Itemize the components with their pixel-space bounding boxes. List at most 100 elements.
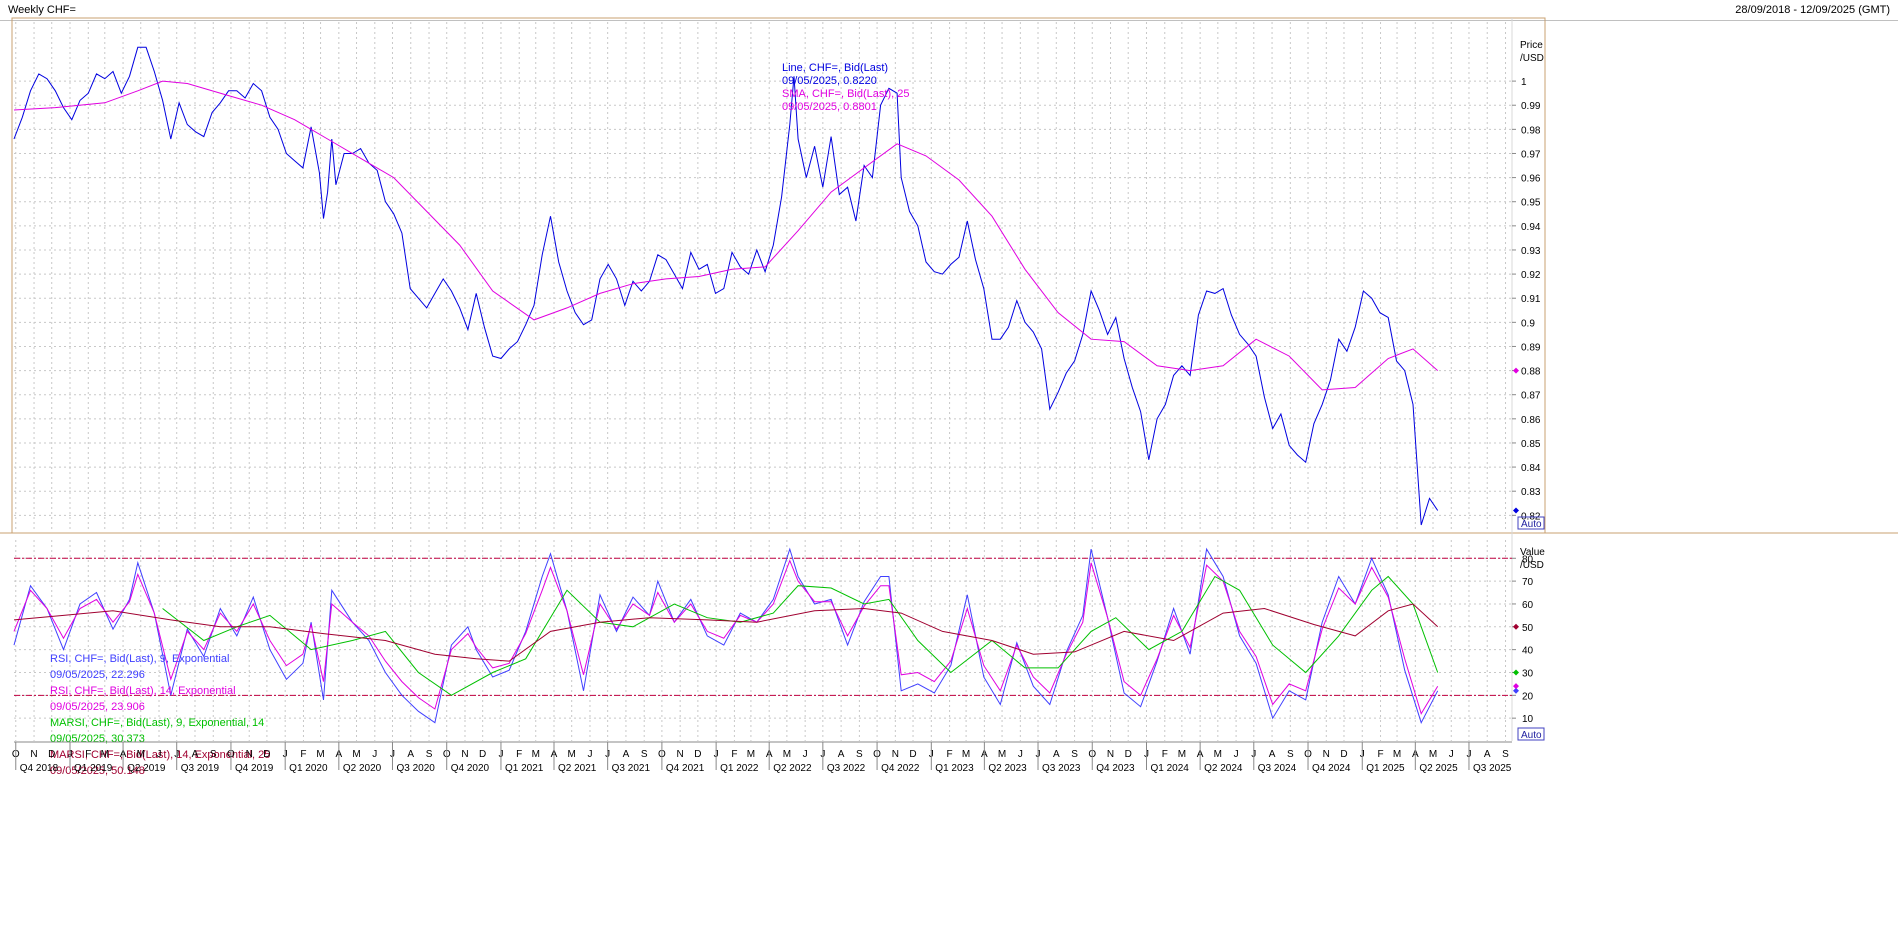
month-tick-label: J [157, 749, 162, 760]
quarter-label: Q2 2022 [773, 763, 812, 774]
rsi-tick-label: 10 [1522, 714, 1534, 725]
month-tick-label: M [1178, 749, 1186, 760]
rsi-tick-label: 60 [1522, 600, 1534, 611]
quarter-label: Q4 2023 [1096, 763, 1135, 774]
rsi-tick-label: 70 [1522, 577, 1534, 588]
month-tick-label: J [587, 749, 592, 760]
last-value-marker [1513, 669, 1519, 676]
rsi-legend-entry: RSI, CHF=, Bid(Last), 9, Exponential [50, 653, 229, 665]
month-tick-label: J [1018, 749, 1023, 760]
price-axis-unit: /USD [1520, 53, 1544, 64]
quarter-label: Q4 2024 [1312, 763, 1351, 774]
rsi-legend-entry: 09/05/2025, 23.906 [50, 701, 145, 713]
month-tick-label: J [372, 749, 377, 760]
price-tick-label: 0.85 [1521, 439, 1541, 450]
month-tick-label: S [426, 749, 433, 760]
price-tick-label: 0.9 [1521, 318, 1535, 329]
title-bar: Weekly CHF= 28/09/2018 - 12/09/2025 (GMT… [0, 0, 1898, 21]
rsi-tick-label: 30 [1522, 668, 1534, 679]
quarter-label: Q2 2024 [1204, 763, 1243, 774]
quarter-label: Q3 2021 [612, 763, 651, 774]
price-tick-label: 0.98 [1521, 125, 1541, 136]
rsi-axis-unit: /USD [1520, 560, 1544, 571]
month-tick-label: D [694, 749, 701, 760]
month-tick-label: M [783, 749, 791, 760]
month-tick-label: M [998, 749, 1006, 760]
quarter-label: Q2 2025 [1419, 763, 1458, 774]
rsi-legend-entry: MARSI, CHF=, Bid(Last), 9, Exponential, … [50, 717, 264, 729]
month-tick-label: F [85, 749, 91, 760]
quarter-label: Q3 2022 [827, 763, 866, 774]
month-tick-label: J [803, 749, 808, 760]
month-tick-label: M [962, 749, 970, 760]
month-tick-label: N [30, 749, 37, 760]
quarter-label: Q3 2024 [1258, 763, 1297, 774]
month-tick-label: S [856, 749, 863, 760]
month-tick-label: J [1234, 749, 1239, 760]
month-tick-label: S [1502, 749, 1509, 760]
quarter-label: Q1 2021 [505, 763, 544, 774]
rsi-legend-entry: 09/05/2025, 22.296 [50, 669, 145, 681]
month-tick-label: D [48, 749, 55, 760]
sma-line [13, 80, 1439, 391]
rsi-tick-label: 50 [1522, 623, 1534, 634]
month-tick-label: M [1214, 749, 1222, 760]
quarter-label: Q3 2020 [396, 763, 435, 774]
last-value-marker [1513, 367, 1519, 374]
quarter-label: Q1 2023 [935, 763, 974, 774]
month-tick-label: M [137, 749, 145, 760]
rsi-tick-label: 20 [1522, 691, 1534, 702]
month-tick-label: F [300, 749, 306, 760]
price-tick-label: 0.93 [1521, 246, 1541, 257]
price-tick-label: 0.84 [1521, 463, 1541, 474]
marsi9-line [162, 575, 1439, 696]
rsi-legend-entry: MARSI, CHF=, Bid(Last), 14, Exponential,… [50, 749, 270, 761]
rsi-tick-label: 40 [1522, 646, 1534, 657]
rsi-legend-entry: 09/05/2025, 50.148 [50, 765, 145, 777]
month-tick-label: A [1484, 749, 1491, 760]
last-value-marker [1513, 623, 1519, 630]
price-legend-entry: SMA, CHF=, Bid(Last), 25 [782, 88, 909, 100]
price-tick-label: 0.99 [1521, 101, 1541, 112]
last-value-marker [1513, 687, 1519, 694]
price-tick-label: 0.96 [1521, 174, 1541, 185]
month-tick-label: M [316, 749, 324, 760]
rsi-axis-title: Value [1520, 547, 1545, 558]
month-tick-label: F [1162, 749, 1168, 760]
quarter-label: Q2 2021 [558, 763, 597, 774]
quarter-label: Q4 2022 [881, 763, 920, 774]
quarter-label: Q4 2021 [666, 763, 705, 774]
price-tick-label: 0.92 [1521, 270, 1541, 281]
quarter-label: Q1 2020 [289, 763, 328, 774]
marsi14-line [13, 603, 1439, 662]
price-tick-label: 0.83 [1521, 487, 1541, 498]
date-range: 28/09/2018 - 12/09/2025 (GMT) [1735, 4, 1890, 16]
rsi-legend-entry: 09/05/2025, 30.373 [50, 733, 145, 745]
quarter-label: Q1 2024 [1150, 763, 1189, 774]
month-tick-label: N [677, 749, 684, 760]
price-legend-entry: 09/05/2025, 0.8220 [782, 75, 877, 87]
price-tick-label: 0.94 [1521, 222, 1541, 233]
rsi-legend-entry: RSI, CHF=, Bid(Last), 14, Exponential [50, 685, 236, 697]
quarter-label: Q1 2022 [720, 763, 759, 774]
quarter-label: Q4 2020 [451, 763, 490, 774]
quarter-label: Q4 2018 [20, 763, 59, 774]
month-tick-label: N [1323, 749, 1330, 760]
price-axis-title: Price [1520, 40, 1543, 51]
month-tick-label: N [1107, 749, 1114, 760]
month-tick-label: A [407, 749, 414, 760]
auto-button-rsi [1517, 727, 1545, 741]
price-tick-label: 0.86 [1521, 415, 1541, 426]
price-legend-entry: 09/05/2025, 0.8801 [782, 101, 877, 113]
month-tick-label: N [892, 749, 899, 760]
month-tick-label: D [1125, 749, 1132, 760]
month-tick-label: A [192, 749, 199, 760]
price-tick-label: 0.97 [1521, 149, 1541, 160]
quarter-label: Q3 2023 [1042, 763, 1081, 774]
month-tick-label: F [516, 749, 522, 760]
last-value-marker [1513, 507, 1519, 514]
month-tick-label: J [1449, 749, 1454, 760]
month-tick-label: N [246, 749, 253, 760]
